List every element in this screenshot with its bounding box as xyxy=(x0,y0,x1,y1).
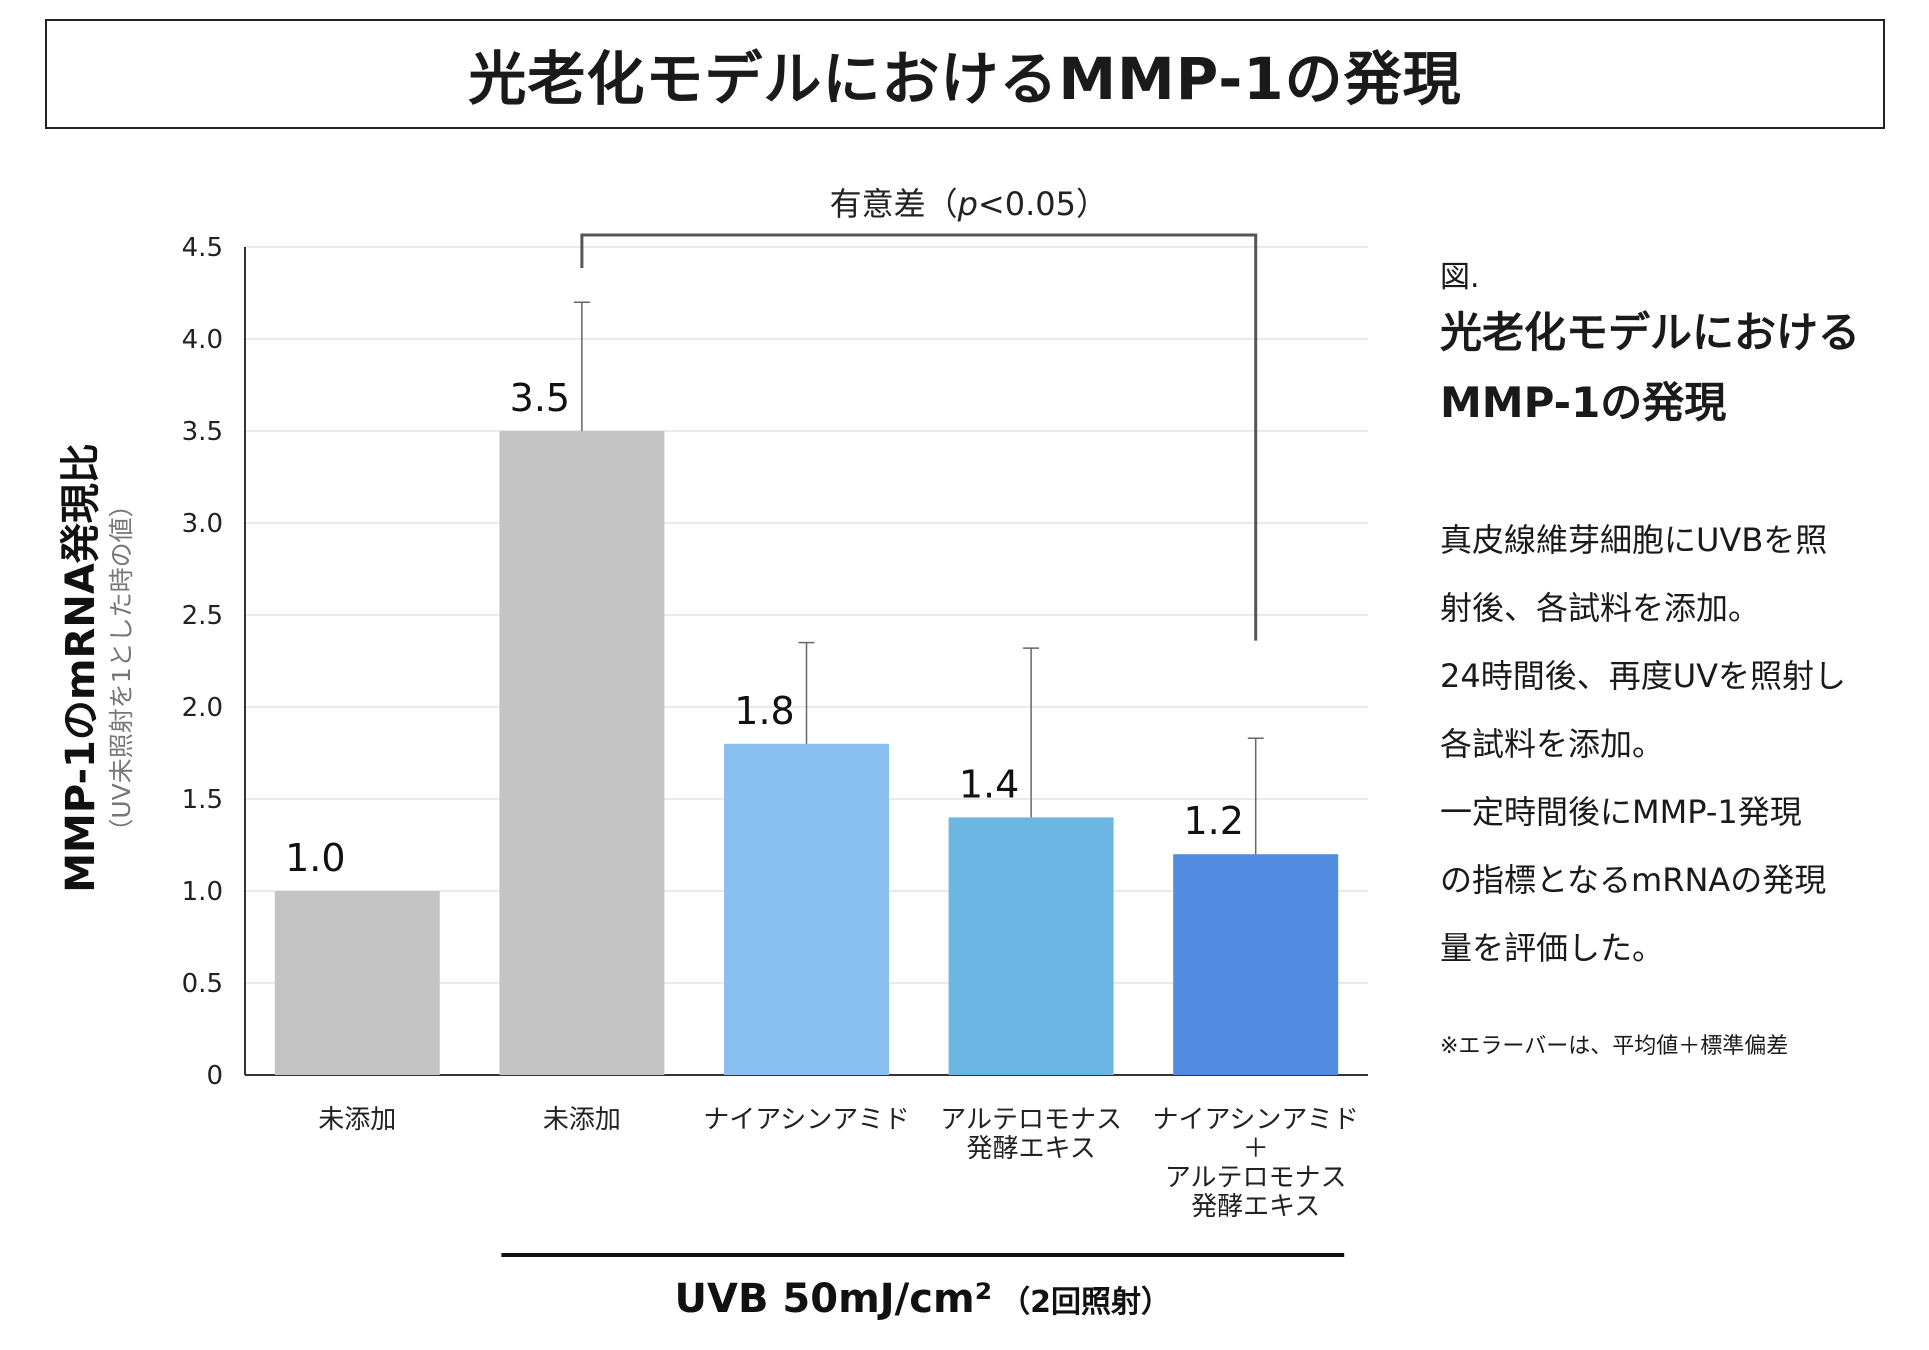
figure-title-line: 光老化モデルにおける xyxy=(1440,308,1861,357)
category-label: ＋ xyxy=(1243,1134,1269,1164)
y-tick-label: 1.5 xyxy=(182,785,223,815)
description-line: 一定時間後にMMP-1発現 xyxy=(1440,793,1802,831)
category-label: 発酵エキス xyxy=(1191,1192,1320,1222)
bar xyxy=(948,817,1114,1075)
y-tick-label: 3.5 xyxy=(182,417,223,447)
y-tick-label: 4.5 xyxy=(182,233,223,263)
value-label: 3.5 xyxy=(510,376,570,420)
description-line: 24時間後、再度UVを照射し xyxy=(1440,657,1847,695)
y-tick-label: 1.0 xyxy=(182,877,223,907)
y-tick-label: 2.5 xyxy=(182,601,223,631)
category-label: 未添加 xyxy=(318,1105,396,1135)
category-label: ナイアシンアミド xyxy=(1152,1105,1358,1135)
y-tick-label: 0.5 xyxy=(182,969,223,999)
y-tick-label: 4.0 xyxy=(182,325,223,355)
value-label: 1.2 xyxy=(1183,799,1243,843)
description-line: 量を評価した。 xyxy=(1440,929,1665,967)
figure-label: 図. xyxy=(1440,260,1480,295)
y-tick-label: 2.0 xyxy=(182,693,223,723)
error-bar-note: ※エラーバーは、平均値＋標準偏差 xyxy=(1440,1034,1789,1059)
significance-bracket xyxy=(580,233,1258,641)
description-line: 射後、各試料を添加。 xyxy=(1440,589,1761,627)
y-tick-label: 3.0 xyxy=(182,509,223,539)
bar-chart: 0 0.5 1.0 1.5 2.0 2.5 3.0 3.5 4.0 4.5 MMP-1のmRNA発現… xyxy=(58,185,1368,1322)
category-label: アルテロモナス xyxy=(940,1105,1122,1135)
figure-description: 真皮線維芽細胞にUVBを照 射後、各試料を添加。 24時間後、再度UVを照射し … xyxy=(1440,506,1910,982)
value-label: 1.0 xyxy=(285,836,345,880)
description-line: 各試料を添加。 xyxy=(1440,725,1665,763)
title-box: 光老化モデルにおけるMMP-1の発現 xyxy=(45,19,1885,129)
category-label: アルテロモナス xyxy=(1165,1163,1347,1193)
group-label: UVB 50mJ/cm² （2回照射） xyxy=(675,1276,1171,1322)
y-axis-label: MMP-1のmRNA発現比 xyxy=(58,443,104,893)
y-axis-sublabel: （UV未照射を1とした時の値） xyxy=(107,492,136,843)
y-tick-label: 0 xyxy=(206,1061,223,1091)
bar xyxy=(499,431,665,1075)
value-label: 1.4 xyxy=(959,762,1019,806)
bar xyxy=(1173,854,1339,1075)
significance-label: 有意差（p<0.05） xyxy=(830,185,1108,223)
figure-title: 光老化モデルにおける MMP-1の発現 xyxy=(1440,298,1910,438)
category-label: 未添加 xyxy=(543,1105,621,1135)
bar xyxy=(724,743,889,1075)
page-title: 光老化モデルにおけるMMP-1の発現 xyxy=(468,45,1462,113)
category-label: 発酵エキス xyxy=(966,1134,1095,1164)
value-label: 1.8 xyxy=(734,689,794,733)
description-line: 真皮線維芽細胞にUVBを照 xyxy=(1440,521,1828,559)
bar xyxy=(274,891,440,1075)
description-line: の指標となるmRNAの発現 xyxy=(1440,861,1827,899)
category-label: ナイアシンアミド xyxy=(703,1105,909,1135)
figure-title-line: MMP-1の発現 xyxy=(1440,378,1727,427)
